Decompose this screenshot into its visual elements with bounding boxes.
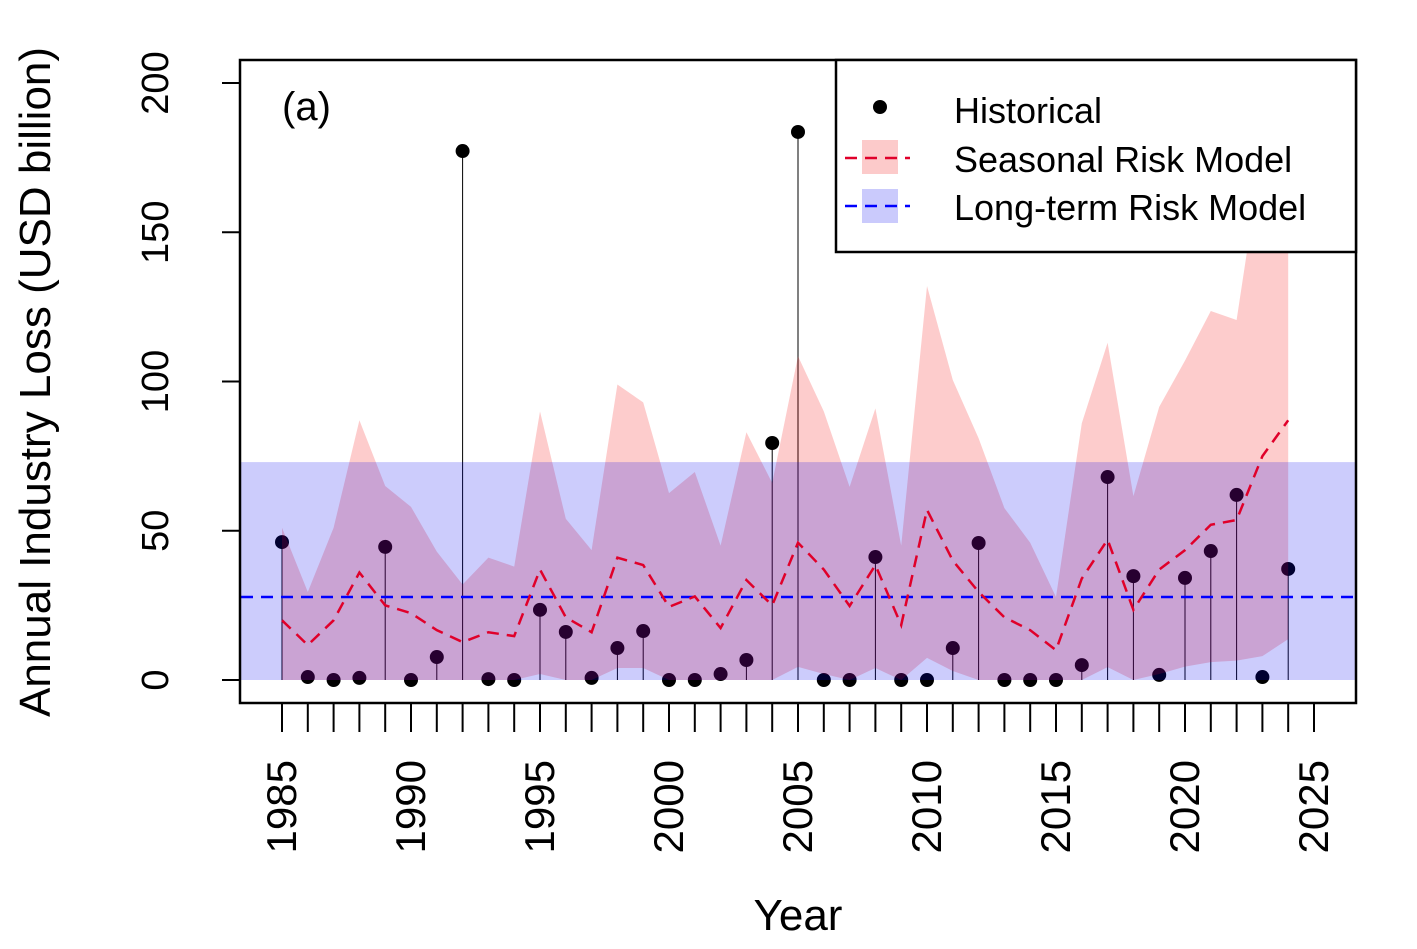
- historical-point: [894, 673, 909, 687]
- historical-point: [352, 670, 367, 685]
- legend-box: [834, 58, 1358, 254]
- x-tick-label: 2010: [903, 760, 950, 853]
- historical-point: [533, 602, 547, 617]
- historical-point: [1178, 570, 1192, 585]
- historical-point: [945, 641, 960, 656]
- legend-seasonal-label: Seasonal Risk Model: [954, 139, 1292, 180]
- historical-point: [507, 673, 522, 687]
- x-tick-label: 1990: [387, 760, 434, 853]
- historical-point: [1023, 673, 1038, 687]
- x-tick-label: 2000: [645, 760, 692, 853]
- historical-point: [275, 535, 289, 550]
- historical-point: [765, 435, 780, 450]
- historical-point: [610, 641, 625, 656]
- x-tick-label: 2015: [1032, 760, 1079, 853]
- y-tick-label: 50: [135, 510, 177, 552]
- historical-point: [1074, 658, 1089, 673]
- historical-point: [791, 124, 805, 139]
- y-tick-label: 200: [135, 51, 177, 114]
- historical-point: [1255, 670, 1270, 685]
- x-axis-label: Year: [754, 891, 843, 940]
- historical-point: [558, 624, 573, 639]
- panel-label: (a): [282, 85, 331, 129]
- historical-point: [816, 673, 831, 687]
- historical-point: [584, 670, 599, 685]
- historical-point: [739, 653, 754, 668]
- historical-point: [300, 670, 315, 685]
- historical-point: [1152, 667, 1167, 682]
- historical-point: [455, 144, 470, 159]
- historical-point: [868, 550, 883, 565]
- historical-point: [713, 667, 728, 682]
- historical-point: [636, 624, 651, 639]
- x-tick-label: 1995: [516, 760, 563, 853]
- historical-point: [842, 673, 857, 687]
- longterm-band: [241, 462, 1355, 680]
- seasonal-band: [282, 74, 1289, 681]
- historical-point: [997, 673, 1012, 687]
- historical-point: [1126, 569, 1141, 584]
- y-tick-label: 0: [135, 669, 177, 690]
- seasonal-mean-line: [281, 419, 1290, 653]
- x-tick-label: 2005: [774, 760, 821, 853]
- historical-point: [1100, 470, 1115, 485]
- historical-point: [1049, 673, 1063, 687]
- historical-point: [378, 539, 393, 554]
- historical-point: [1203, 544, 1218, 559]
- historical-point: [326, 673, 341, 687]
- y-tick-label: 100: [135, 350, 177, 413]
- legend: Historical Seasonal Risk Model Long-term…: [834, 58, 1358, 254]
- x-tick-label: 2025: [1290, 760, 1337, 853]
- historical-point: [662, 673, 676, 687]
- legend-historical-label: Historical: [954, 90, 1102, 131]
- historical-point: [429, 650, 444, 665]
- legend-historical-marker: [873, 100, 887, 114]
- historical-point: [404, 673, 418, 687]
- x-tick-label: 1985: [258, 760, 305, 853]
- historical-point: [1229, 487, 1244, 502]
- historical-point: [971, 535, 986, 550]
- historical-point: [687, 673, 702, 687]
- historical-point: [481, 672, 496, 687]
- y-tick-label: 150: [135, 201, 177, 264]
- historical-point: [920, 673, 934, 687]
- legend-longterm-label: Long-term Risk Model: [954, 187, 1306, 228]
- historical-point: [1281, 561, 1296, 576]
- y-axis-label: Annual Industry Loss (USD billion): [11, 47, 60, 717]
- x-tick-label: 2020: [1161, 760, 1208, 853]
